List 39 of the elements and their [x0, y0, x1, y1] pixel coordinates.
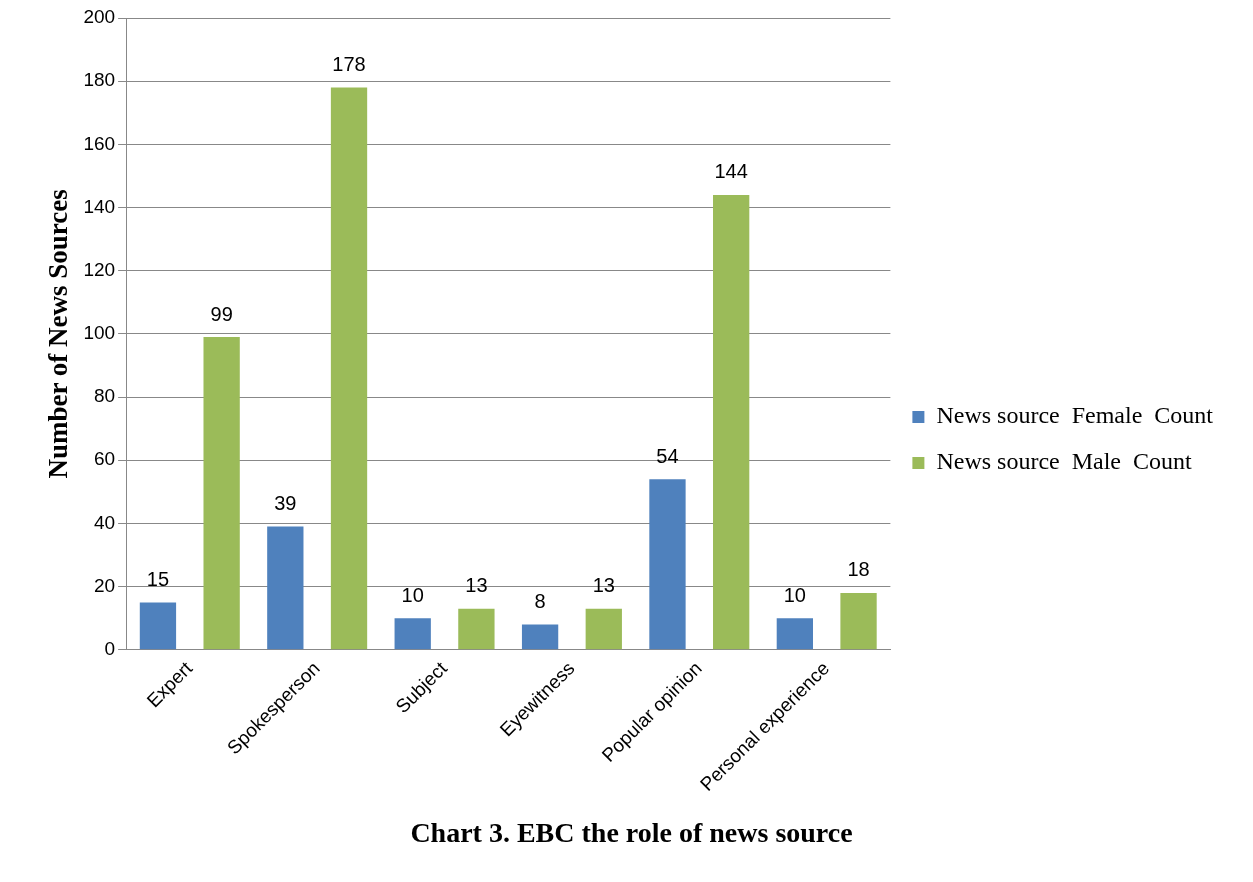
data-label: 13: [465, 574, 488, 597]
y-tick-label: 0: [104, 638, 116, 660]
data-label: 8: [534, 590, 546, 613]
y-tick-label: 60: [93, 448, 116, 470]
data-label: 178: [332, 53, 366, 76]
bar: [713, 194, 750, 650]
text: Chart 3. EBC the role of news source: [410, 817, 853, 849]
y-tick-label: 180: [83, 69, 116, 91]
y-axis-title: Number of News Sources: [43, 189, 74, 479]
bar: [776, 618, 814, 650]
data-label: 144: [714, 160, 748, 183]
y-tick-label: 80: [93, 385, 116, 407]
bar: [139, 602, 177, 650]
bar: [521, 624, 559, 650]
y-tick-label: 20: [93, 574, 116, 596]
bar: [649, 479, 686, 650]
legend-label: News source Female Count: [936, 402, 1214, 429]
bar: [394, 618, 431, 650]
data-label: 54: [656, 444, 679, 467]
bar: [203, 337, 240, 650]
data-label: 15: [146, 567, 170, 590]
data-label: 10: [401, 583, 424, 606]
bar: [267, 526, 304, 650]
bar: [458, 608, 495, 650]
bar: [330, 87, 368, 650]
data-label: 99: [210, 302, 233, 325]
legend-label: News source Male Count: [936, 448, 1192, 475]
y-tick-label: 160: [83, 132, 116, 154]
y-tick-label: 40: [93, 511, 116, 533]
data-label: 10: [783, 583, 806, 606]
y-tick-label: 200: [83, 6, 116, 28]
y-tick-label: 100: [83, 322, 116, 344]
data-label: 18: [847, 558, 870, 581]
y-tick-label: 120: [83, 258, 116, 280]
y-tick-label: 140: [83, 195, 116, 217]
data-label: 13: [592, 574, 615, 597]
bar: [840, 592, 877, 650]
data-label: 39: [274, 492, 297, 515]
bar: [585, 608, 622, 650]
